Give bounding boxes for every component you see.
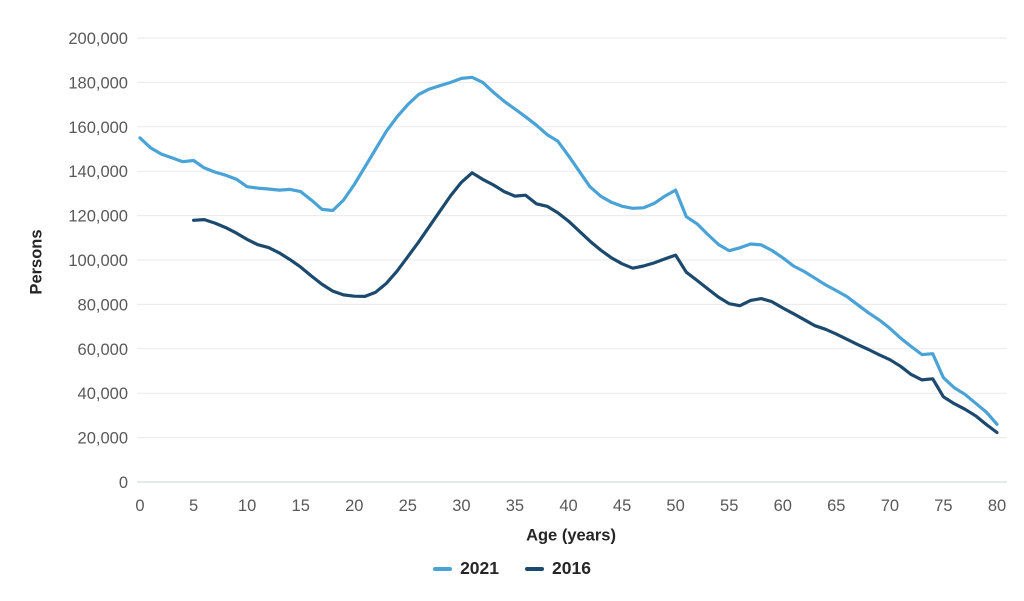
series-lines xyxy=(138,75,999,435)
x-tick-label: 65 xyxy=(827,497,845,515)
legend-swatch-icon xyxy=(525,567,544,571)
legend-item-2021[interactable]: 2021 xyxy=(433,558,499,578)
x-tick-label: 35 xyxy=(506,497,524,515)
x-tick-label: 15 xyxy=(292,497,310,515)
legend-item-2016[interactable]: 2016 xyxy=(525,558,591,578)
x-tick-label: 25 xyxy=(399,497,417,515)
series-line-2021 xyxy=(138,75,999,426)
x-tick-label: 0 xyxy=(135,497,144,515)
x-tick-label: 40 xyxy=(559,497,577,515)
x-tick-label: 50 xyxy=(666,497,684,515)
legend-label: 2016 xyxy=(552,558,591,578)
y-tick-label: 100,000 xyxy=(68,252,128,270)
y-tick-label: 200,000 xyxy=(68,30,128,48)
y-tick-label: 60,000 xyxy=(78,341,128,359)
y-axis-tick-labels: 0 20,000 40,000 60,000 80,000 100,000 120,000 1… xyxy=(68,30,128,492)
legend-swatch-icon xyxy=(433,567,453,571)
x-tick-label: 60 xyxy=(774,497,792,515)
y-tick-label: 40,000 xyxy=(78,385,128,403)
x-tick-label: 30 xyxy=(452,497,470,515)
legend-label: 2021 xyxy=(460,558,499,578)
x-tick-label: 80 xyxy=(988,497,1006,515)
x-tick-label: 10 xyxy=(238,497,256,515)
y-tick-label: 120,000 xyxy=(68,208,128,226)
gridlines xyxy=(137,37,1007,483)
y-tick-label: 140,000 xyxy=(68,163,128,181)
x-axis-tick-labels: 0 5 10 15 20 25 30 35 40 45 50 55 60 65 70 75 80 xyxy=(135,497,1006,515)
y-tick-label: 20,000 xyxy=(78,430,128,448)
legend: 2021 2016 xyxy=(0,558,1024,578)
y-tick-label: 0 xyxy=(119,474,128,492)
x-tick-label: 75 xyxy=(934,497,952,515)
x-tick-label: 5 xyxy=(189,497,198,515)
x-tick-label: 70 xyxy=(881,497,899,515)
x-tick-label: 55 xyxy=(720,497,738,515)
y-tick-label: 80,000 xyxy=(78,296,128,314)
x-tick-label: 20 xyxy=(345,497,363,515)
series-line-2016 xyxy=(192,171,999,435)
y-axis-title: Persons xyxy=(27,229,46,295)
y-tick-label: 180,000 xyxy=(68,74,128,92)
x-axis-title: Age (years) xyxy=(526,526,616,545)
x-tick-label: 45 xyxy=(613,497,631,515)
y-tick-label: 160,000 xyxy=(68,119,128,137)
